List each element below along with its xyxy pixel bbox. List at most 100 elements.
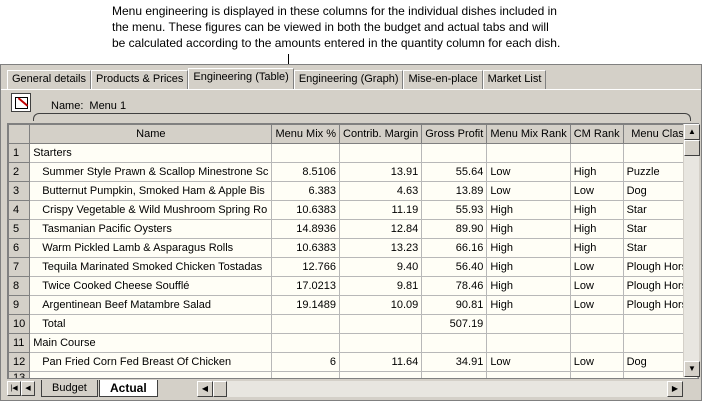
cell-menu-mix[interactable] bbox=[271, 314, 341, 334]
cell-name[interactable] bbox=[29, 371, 273, 378]
row-number[interactable]: 3 bbox=[8, 181, 31, 201]
cell-cm-rank[interactable] bbox=[569, 371, 624, 378]
cell-menu-mix-rank[interactable] bbox=[486, 371, 571, 378]
scroll-right-icon[interactable]: ▶ bbox=[667, 381, 683, 397]
column-header-menu-mix[interactable]: Menu Mix % bbox=[271, 124, 341, 144]
tab-engineering-graph[interactable]: Engineering (Graph) bbox=[293, 70, 404, 89]
cell-name[interactable]: Twice Cooked Cheese Soufflé bbox=[29, 276, 273, 296]
scroll-down-icon[interactable]: ▼ bbox=[684, 361, 700, 377]
table-row[interactable]: 6 Warm Pickled Lamb & Asparagus Rolls 10.6… bbox=[8, 238, 698, 258]
cell-menu-mix-rank[interactable] bbox=[486, 143, 571, 163]
cell-menu-mix-rank[interactable]: High bbox=[486, 200, 571, 220]
cell-cm-rank[interactable]: High bbox=[569, 200, 624, 220]
cell-contrib-margin[interactable]: 12.84 bbox=[339, 219, 423, 239]
table-row[interactable]: 3 Butternut Pumpkin, Smoked Ham & Apple B… bbox=[8, 181, 698, 201]
cell-contrib-margin[interactable] bbox=[339, 143, 423, 163]
cell-menu-mix-rank[interactable]: High bbox=[486, 276, 571, 296]
cell-menu-mix-rank[interactable]: Low bbox=[486, 162, 571, 182]
cell-contrib-margin[interactable]: 11.19 bbox=[339, 200, 423, 220]
cell-name[interactable]: Tequila Marinated Smoked Chicken Tostada… bbox=[29, 257, 273, 277]
cell-cm-rank[interactable]: Low bbox=[569, 276, 624, 296]
cell-menu-class[interactable]: Plough Horse bbox=[622, 295, 698, 315]
cell-menu-mix-rank[interactable]: Low bbox=[486, 352, 571, 372]
row-number[interactable]: 9 bbox=[8, 295, 31, 315]
sheet-tab-budget[interactable]: Budget bbox=[41, 380, 98, 397]
cell-name[interactable]: Tasmanian Pacific Oysters bbox=[29, 219, 273, 239]
scroll-left-icon[interactable]: ◀ bbox=[197, 381, 213, 397]
column-header-gross-profit[interactable]: Gross Profit bbox=[421, 124, 488, 144]
cell-menu-mix[interactable]: 10.6383 bbox=[271, 200, 341, 220]
cell-menu-mix-rank[interactable] bbox=[486, 333, 571, 353]
table-row[interactable]: 4 Crispy Vegetable & Wild Mushroom Spring… bbox=[8, 200, 698, 220]
cell-name[interactable]: Summer Style Prawn & Scallop Minestrone … bbox=[29, 162, 273, 182]
row-number[interactable]: 4 bbox=[8, 200, 31, 220]
cell-menu-mix-rank[interactable]: High bbox=[486, 295, 571, 315]
cell-name[interactable]: Main Course bbox=[29, 333, 273, 353]
cell-menu-class[interactable]: Star bbox=[622, 200, 698, 220]
cell-gross-profit[interactable] bbox=[421, 143, 488, 163]
hscroll-thumb[interactable] bbox=[213, 381, 227, 397]
cell-cm-rank[interactable]: Low bbox=[569, 257, 624, 277]
cell-cm-rank[interactable]: Low bbox=[569, 352, 624, 372]
row-number[interactable]: 2 bbox=[8, 162, 31, 182]
row-number[interactable]: 10 bbox=[8, 314, 31, 334]
table-row[interactable]: 8 Twice Cooked Cheese Soufflé 17.0213 9.81 7… bbox=[8, 276, 698, 296]
sheet-tab-actual[interactable]: Actual bbox=[99, 380, 158, 397]
row-number[interactable]: 12 bbox=[8, 352, 31, 372]
cell-gross-profit[interactable] bbox=[421, 333, 488, 353]
cell-menu-mix[interactable] bbox=[271, 371, 341, 378]
table-row[interactable]: 2 Summer Style Prawn & Scallop Minestrone… bbox=[8, 162, 698, 182]
cell-contrib-margin[interactable]: 10.09 bbox=[339, 295, 423, 315]
cell-contrib-margin[interactable] bbox=[339, 333, 423, 353]
tab-products-prices[interactable]: Products & Prices bbox=[91, 70, 189, 89]
cell-menu-mix[interactable]: 14.8936 bbox=[271, 219, 341, 239]
cell-contrib-margin[interactable]: 13.91 bbox=[339, 162, 423, 182]
cell-cm-rank[interactable] bbox=[569, 143, 624, 163]
cell-gross-profit[interactable] bbox=[421, 371, 488, 378]
cell-menu-class[interactable]: Plough Horse bbox=[622, 276, 698, 296]
scroll-up-icon[interactable]: ▲ bbox=[684, 124, 700, 140]
cell-menu-mix-rank[interactable]: High bbox=[486, 257, 571, 277]
cell-name[interactable]: Crispy Vegetable & Wild Mushroom Spring … bbox=[29, 200, 273, 220]
cell-menu-mix[interactable] bbox=[271, 143, 341, 163]
cell-name[interactable]: Total bbox=[29, 314, 273, 334]
cell-menu-class[interactable]: Plough Horse bbox=[622, 257, 698, 277]
cell-name[interactable]: Warm Pickled Lamb & Asparagus Rolls bbox=[29, 238, 273, 258]
cell-contrib-margin[interactable]: 9.40 bbox=[339, 257, 423, 277]
row-number[interactable]: 11 bbox=[8, 333, 31, 353]
cell-gross-profit[interactable]: 13.89 bbox=[421, 181, 488, 201]
cell-menu-mix-rank[interactable]: High bbox=[486, 238, 571, 258]
cell-menu-mix[interactable]: 19.1489 bbox=[271, 295, 341, 315]
cell-cm-rank[interactable]: High bbox=[569, 162, 624, 182]
cell-name[interactable]: Pan Fried Corn Fed Breast Of Chicken bbox=[29, 352, 273, 372]
tab-mise-en-place[interactable]: Mise-en-place bbox=[403, 70, 483, 89]
row-number[interactable]: 7 bbox=[8, 257, 31, 277]
cell-menu-class[interactable]: Dog bbox=[622, 352, 698, 372]
table-row[interactable]: 11 Main Course bbox=[8, 333, 698, 353]
cell-gross-profit[interactable]: 90.81 bbox=[421, 295, 488, 315]
cell-gross-profit[interactable]: 507.19 bbox=[421, 314, 488, 334]
cell-name[interactable]: Argentinean Beef Matambre Salad bbox=[29, 295, 273, 315]
cell-gross-profit[interactable]: 34.91 bbox=[421, 352, 488, 372]
cell-menu-mix-rank[interactable] bbox=[486, 314, 571, 334]
scroll-thumb[interactable] bbox=[684, 140, 700, 156]
cell-menu-mix[interactable]: 6.383 bbox=[271, 181, 341, 201]
cell-menu-mix-rank[interactable]: High bbox=[486, 219, 571, 239]
cell-contrib-margin[interactable] bbox=[339, 314, 423, 334]
column-header-menu-class[interactable]: Menu Class bbox=[622, 124, 698, 144]
table-row[interactable]: 1 Starters bbox=[8, 143, 698, 163]
cell-menu-class[interactable] bbox=[622, 333, 698, 353]
column-header-cm-rank[interactable]: CM Rank bbox=[569, 124, 624, 144]
cell-name[interactable]: Starters bbox=[29, 143, 273, 163]
vertical-scrollbar[interactable]: ▲ ▼ bbox=[683, 124, 700, 377]
cell-cm-rank[interactable]: High bbox=[569, 238, 624, 258]
row-number[interactable]: 6 bbox=[8, 238, 31, 258]
table-row[interactable]: 12 Pan Fried Corn Fed Breast Of Chicken 6 1… bbox=[8, 352, 698, 372]
cell-menu-mix[interactable]: 12.766 bbox=[271, 257, 341, 277]
cell-contrib-margin[interactable]: 11.64 bbox=[339, 352, 423, 372]
cell-cm-rank[interactable]: High bbox=[569, 219, 624, 239]
horizontal-scrollbar[interactable]: ◀ ▶ bbox=[197, 381, 683, 397]
cell-menu-class[interactable]: Star bbox=[622, 219, 698, 239]
cell-contrib-margin[interactable]: 9.81 bbox=[339, 276, 423, 296]
tab-engineering-table[interactable]: Engineering (Table) bbox=[188, 68, 294, 89]
